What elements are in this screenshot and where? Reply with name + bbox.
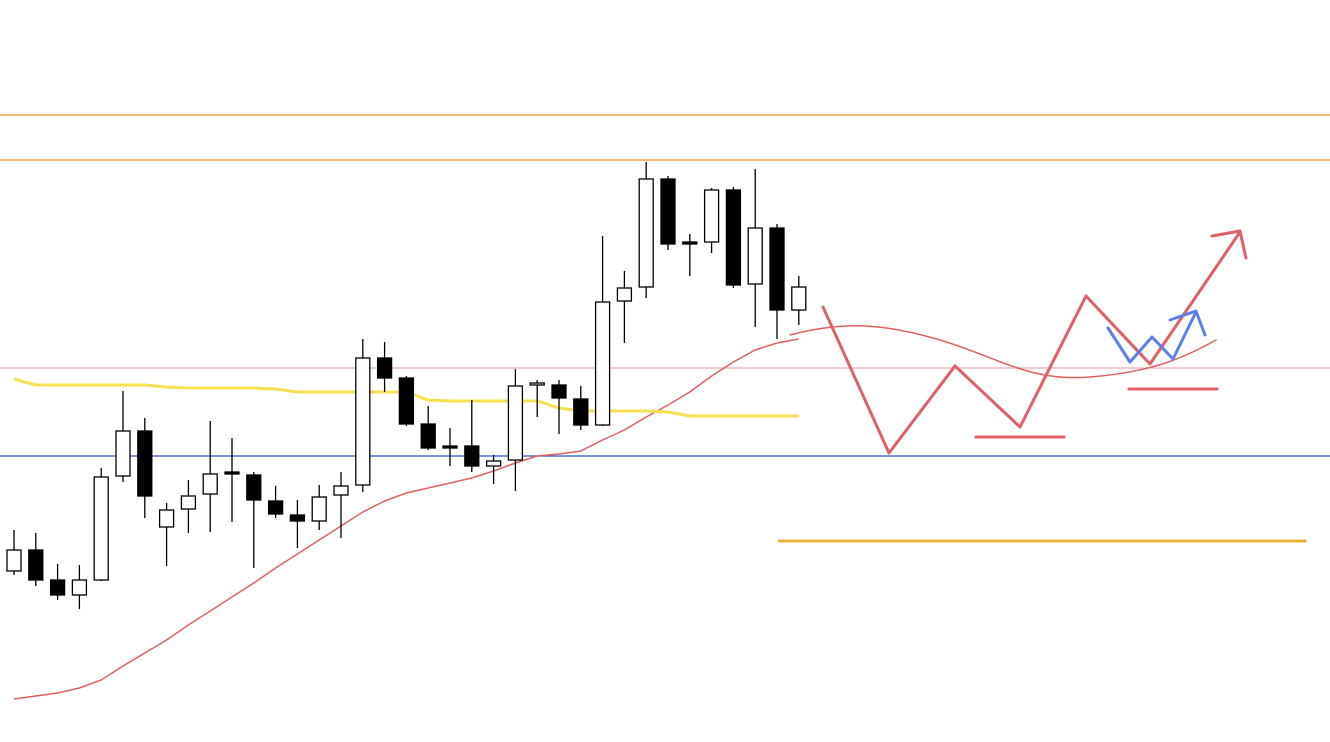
candle-body (6, 549, 22, 572)
candle-body (355, 357, 371, 486)
candle-body (551, 384, 567, 399)
candle-body (137, 430, 153, 497)
candle-body (71, 579, 88, 596)
candle-body (660, 178, 676, 245)
candle-body (485, 460, 502, 467)
candle-body (224, 471, 240, 475)
candle-body (311, 496, 327, 522)
candle-body (682, 241, 698, 245)
scenario-path (821, 230, 1242, 455)
moving-average (13, 338, 799, 700)
candle-body (93, 476, 109, 581)
candle-body (180, 495, 197, 510)
candle-body (333, 485, 349, 496)
candle-body (246, 474, 262, 501)
scenario-arrowhead (1210, 229, 1248, 260)
candle-body (725, 189, 742, 286)
candle-body (398, 377, 415, 425)
candle-body (420, 423, 436, 449)
candle-body (529, 382, 545, 386)
projected-ma (789, 325, 1217, 379)
candle-body (202, 473, 218, 495)
annotations (777, 229, 1307, 543)
candle-body (442, 445, 458, 449)
levels (0, 114, 1330, 457)
candle-body (507, 385, 524, 461)
candle-body (616, 287, 633, 302)
candle-body (769, 227, 785, 311)
candles (6, 162, 807, 609)
candle-body (289, 514, 306, 522)
candle-body (638, 178, 654, 288)
candle-body (115, 430, 131, 477)
candle-body (28, 549, 44, 581)
scenario-small-arrowhead (1168, 309, 1207, 337)
candle-body (49, 579, 66, 596)
candle-body (791, 286, 807, 311)
scenario-small-path (1106, 310, 1198, 364)
candle-body (464, 445, 480, 467)
candle-body (376, 357, 393, 379)
candle-body (594, 301, 611, 426)
candle-body (747, 227, 763, 285)
candle-body (703, 189, 720, 243)
candle-body (573, 398, 589, 426)
candle-body (267, 500, 284, 515)
candle-body (158, 509, 175, 528)
